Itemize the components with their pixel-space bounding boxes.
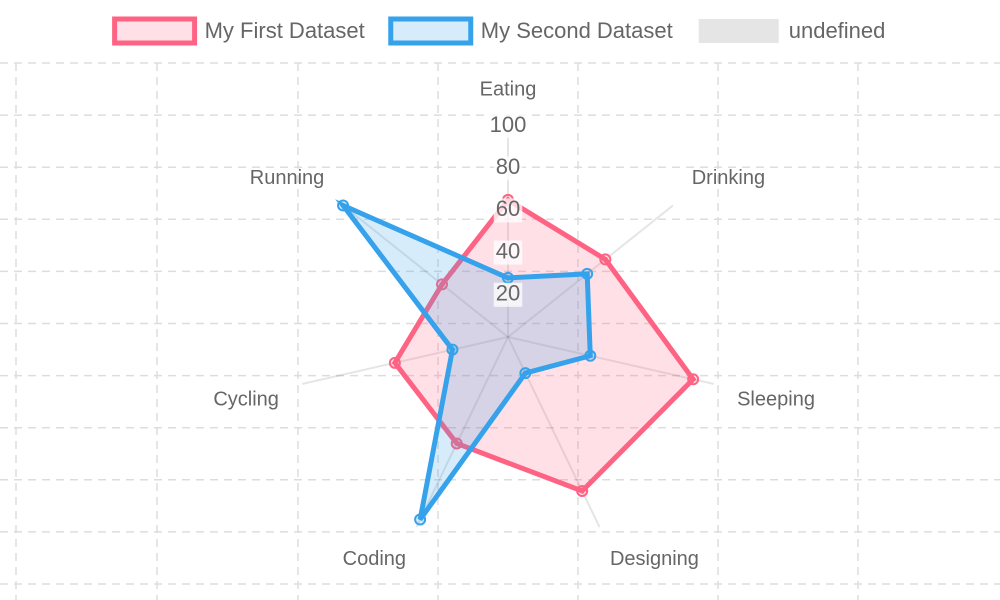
angle-line <box>415 336 509 528</box>
tick-label: 80 <box>496 154 520 179</box>
radar-area <box>391 196 697 494</box>
tick-label: 100 <box>490 112 527 137</box>
data-point <box>581 267 594 280</box>
data-point <box>337 199 350 212</box>
tick-label: 40 <box>496 238 520 263</box>
angle-line <box>507 204 674 338</box>
tick-backdrop <box>493 156 523 181</box>
point-label: Cycling <box>213 389 279 411</box>
data-point <box>687 373 700 386</box>
radar-area <box>335 199 593 521</box>
tick-label: 20 <box>496 281 520 306</box>
point-label: Running <box>250 167 325 189</box>
data-point <box>519 367 532 380</box>
legend-swatch <box>112 16 198 46</box>
data-point <box>450 437 463 450</box>
point-label: Coding <box>343 548 406 570</box>
data-point <box>599 253 612 266</box>
point-label: Designing <box>610 548 699 570</box>
tick-backdrop <box>493 198 523 223</box>
legend-label: My Second Dataset <box>481 18 673 43</box>
legend-label: undefined <box>789 18 886 43</box>
tick-backdrop <box>493 240 523 265</box>
legend-label: My First Dataset <box>205 18 365 43</box>
angle-line <box>342 204 509 338</box>
tick-backdrop <box>493 282 523 307</box>
data-point <box>584 349 597 362</box>
point-label: Sleeping <box>737 389 815 411</box>
data-point <box>576 484 589 497</box>
point-label: Drinking <box>692 167 765 189</box>
data-point <box>446 343 459 356</box>
tick-label: 60 <box>496 196 520 221</box>
tick-backdrop <box>487 114 529 138</box>
data-point <box>414 513 427 526</box>
legend-swatch <box>388 16 474 46</box>
data-point <box>388 356 401 369</box>
angle-line <box>507 336 714 385</box>
legend-swatch <box>698 19 779 43</box>
data-point <box>436 278 449 291</box>
point-label: Eating <box>480 78 537 100</box>
angle-line <box>302 336 509 385</box>
